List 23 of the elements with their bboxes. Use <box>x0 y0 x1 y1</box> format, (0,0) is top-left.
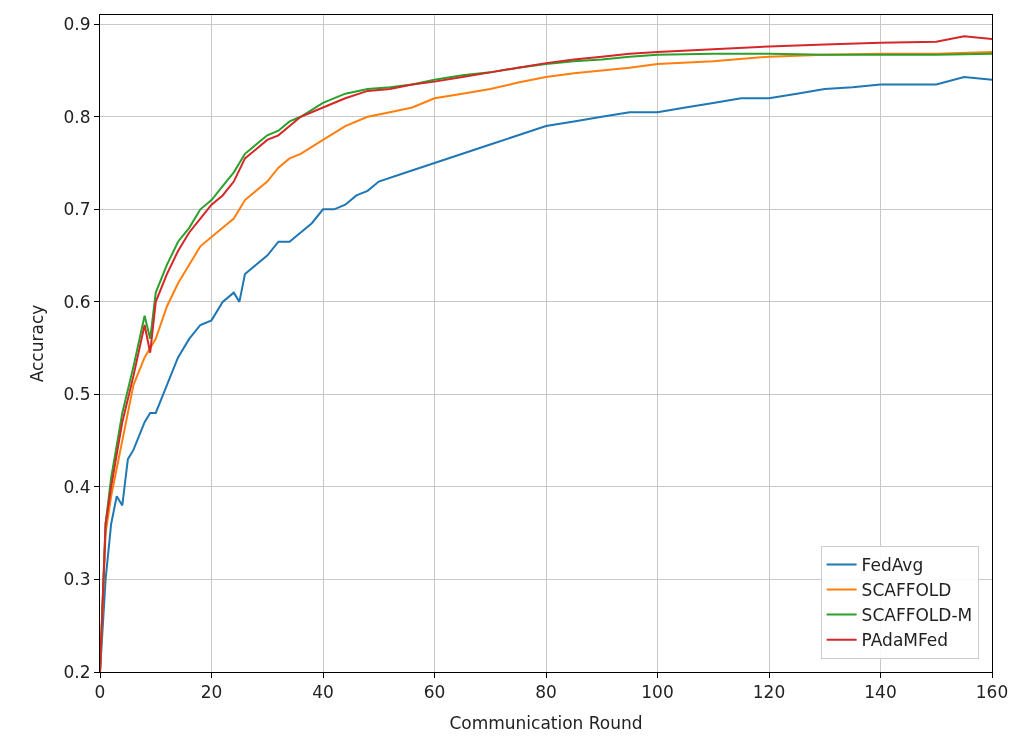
y-tick-label: 0.2 <box>63 661 91 682</box>
x-tick-label: 20 <box>200 682 223 703</box>
y-tick-label: 0.3 <box>63 569 91 590</box>
y-tick-label: 0.9 <box>63 14 91 35</box>
x-tick-label: 40 <box>312 682 334 703</box>
y-axis-title: Accuracy <box>27 304 48 383</box>
y-tick-label: 0.8 <box>63 106 91 127</box>
legend-label: FedAvg <box>861 555 924 576</box>
y-tick-label: 0.5 <box>63 384 91 405</box>
x-tick-label: 160 <box>975 682 1009 703</box>
x-tick-label: 60 <box>423 682 446 703</box>
x-tick-label: 0 <box>94 682 106 703</box>
x-tick-label: 100 <box>641 682 674 703</box>
legend-label: PAdaMFed <box>861 630 949 651</box>
legend-label: SCAFFOLD-M <box>861 605 973 626</box>
y-tick-label: 0.7 <box>63 199 91 220</box>
y-tick-label: 0.4 <box>63 476 91 497</box>
x-axis-title: Communication Round <box>449 712 643 733</box>
y-tick-label: 0.6 <box>63 291 91 312</box>
x-tick-label: 120 <box>752 682 786 703</box>
x-tick-label: 140 <box>864 682 897 703</box>
legend-label: SCAFFOLD <box>861 580 952 601</box>
x-tick-label: 80 <box>535 682 557 703</box>
